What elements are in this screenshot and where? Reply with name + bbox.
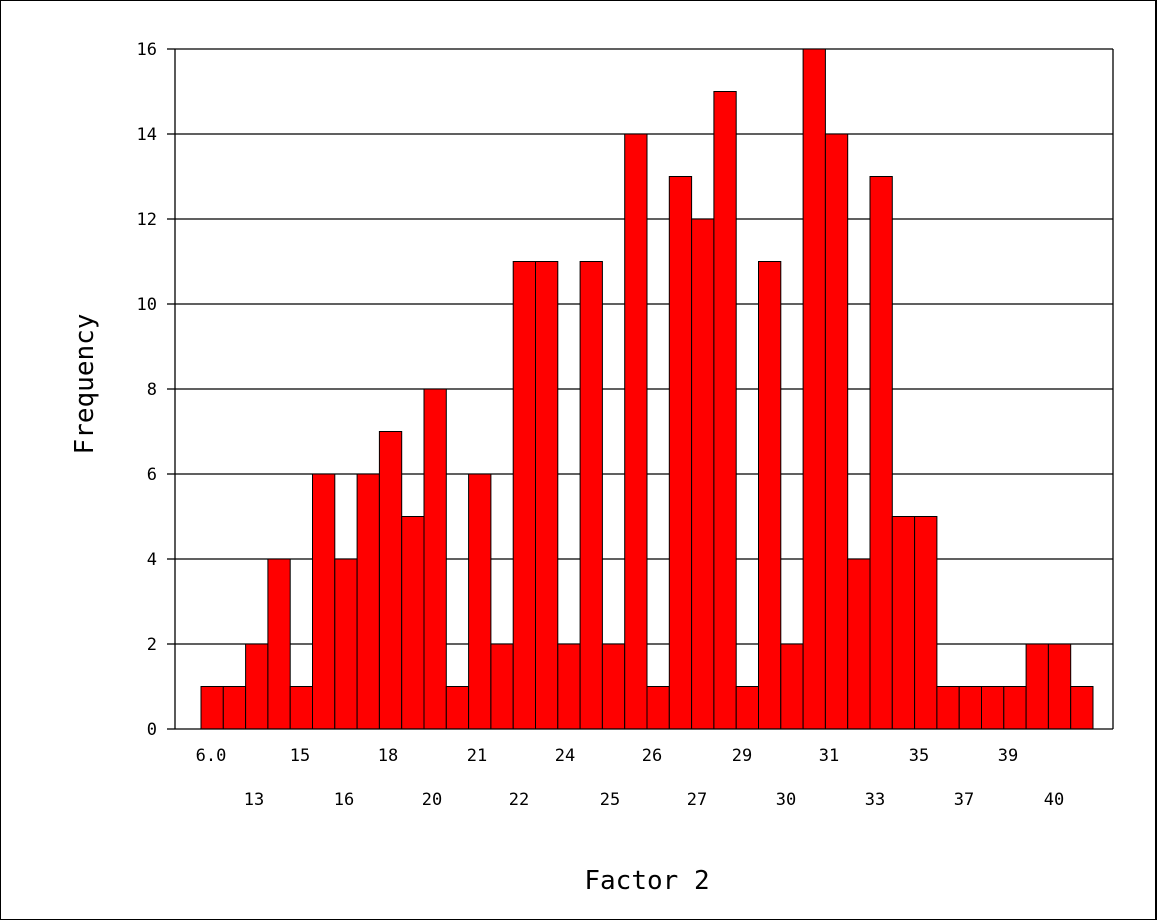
x-tick-label: 25 [600, 790, 620, 810]
bar [1070, 686, 1094, 730]
bar [222, 686, 247, 730]
bar [958, 686, 983, 730]
y-tick-label: 10 [137, 295, 157, 315]
bar [824, 133, 849, 730]
bar [1025, 643, 1049, 730]
y-tick-label: 0 [147, 720, 157, 740]
x-tick-label: 21 [467, 746, 487, 766]
bar [579, 261, 603, 730]
bar [423, 388, 447, 730]
bar [334, 558, 358, 730]
bar [267, 558, 291, 730]
bar [914, 516, 938, 730]
bar [445, 686, 470, 730]
x-tick-label: 15 [290, 746, 310, 766]
bar [869, 176, 893, 730]
bar [535, 261, 559, 730]
bar [200, 686, 224, 730]
x-tick-label: 26 [642, 746, 662, 766]
bar [490, 643, 514, 730]
bar [936, 686, 960, 730]
bar [780, 643, 804, 730]
x-tick-label: 22 [509, 790, 529, 810]
bar [512, 261, 537, 730]
bar [646, 686, 670, 730]
bar [401, 516, 425, 730]
bar [891, 516, 916, 730]
bar [1003, 686, 1027, 730]
x-tick-label: 29 [732, 746, 752, 766]
x-tick-label: 40 [1044, 790, 1064, 810]
x-tick-label: 39 [998, 746, 1018, 766]
y-tick-labels: 0 2 4 6 8 10 12 14 16 [137, 40, 157, 740]
x-tick-label: 30 [776, 790, 796, 810]
bar [245, 643, 269, 730]
y-tick-label: 12 [137, 210, 157, 230]
x-tick-label: 33 [865, 790, 885, 810]
bar [668, 176, 693, 730]
x-tick-label: 20 [422, 790, 442, 810]
x-tick-labels: 6.0 15 18 21 24 26 29 31 35 39 13 16 20 22 25 27 30 33 37 4… [196, 746, 1065, 810]
bar [1047, 643, 1072, 730]
bar [624, 133, 648, 730]
bar [847, 558, 871, 730]
y-axis-title: Frequency [70, 314, 100, 455]
x-tick-label: 6.0 [196, 746, 227, 766]
bar [981, 686, 1005, 730]
y-tick-label: 6 [147, 465, 157, 485]
x-tick-label: 31 [819, 746, 839, 766]
x-tick-label: 16 [334, 790, 354, 810]
y-tick-label: 8 [147, 380, 157, 400]
x-tick-label: 18 [378, 746, 398, 766]
x-tick-label: 24 [555, 746, 575, 766]
x-tick-label: 13 [244, 790, 264, 810]
bar [758, 261, 782, 730]
bar [713, 91, 737, 730]
bar [468, 473, 492, 730]
x-tick-label: 27 [687, 790, 707, 810]
x-axis-title: Factor 2 [584, 866, 709, 896]
bar [289, 686, 314, 730]
bar [735, 686, 760, 730]
axes [167, 48, 1114, 730]
bar [601, 643, 626, 730]
y-tick-label: 2 [147, 635, 157, 655]
bar [378, 431, 403, 730]
bar [557, 643, 581, 730]
bar [312, 473, 336, 730]
x-tick-label: 37 [954, 790, 974, 810]
y-tick-label: 16 [137, 40, 157, 60]
bars [200, 48, 1094, 730]
y-tick-label: 14 [137, 125, 157, 145]
y-tick-label: 4 [147, 550, 157, 570]
bar [802, 48, 826, 730]
x-tick-label: 35 [909, 746, 929, 766]
bar [691, 218, 715, 730]
bar [356, 473, 380, 730]
